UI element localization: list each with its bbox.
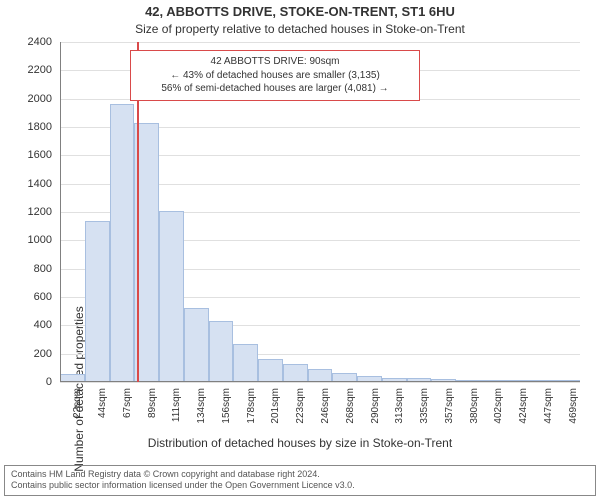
y-tick-label: 600 xyxy=(12,291,52,303)
x-tick-label: 469sqm xyxy=(568,388,579,424)
histogram-bar xyxy=(283,364,308,382)
y-tick-label: 400 xyxy=(12,319,52,331)
gridline xyxy=(60,382,580,383)
y-tick-label: 1600 xyxy=(12,149,52,161)
y-tick-label: 2200 xyxy=(12,64,52,76)
x-tick-label: 223sqm xyxy=(295,388,306,424)
histogram-bar xyxy=(85,221,110,383)
histogram-bar xyxy=(233,344,258,382)
histogram-bar xyxy=(184,308,209,382)
histogram-bar xyxy=(209,321,234,382)
plot-area: 42 ABBOTTS DRIVE: 90sqm← 43% of detached… xyxy=(60,42,580,382)
y-tick-label: 1000 xyxy=(12,234,52,246)
histogram-bar xyxy=(159,211,184,382)
x-tick-label: 134sqm xyxy=(196,388,207,424)
histogram-bar xyxy=(258,359,283,382)
x-tick-label: 335sqm xyxy=(419,388,430,424)
y-tick-label: 0 xyxy=(12,376,52,388)
x-tick-label: 424sqm xyxy=(518,388,529,424)
annotation-line: ← 43% of detached houses are smaller (3,… xyxy=(137,69,413,83)
y-tick-label: 800 xyxy=(12,263,52,275)
x-tick-label: 246sqm xyxy=(320,388,331,424)
y-tick-label: 1800 xyxy=(12,121,52,133)
y-tick-label: 2400 xyxy=(12,36,52,48)
x-tick-label: 313sqm xyxy=(394,388,405,424)
x-axis-title: Distribution of detached houses by size … xyxy=(0,436,600,450)
chart-title-main: 42, ABBOTTS DRIVE, STOKE-ON-TRENT, ST1 6… xyxy=(0,4,600,19)
footer-attribution: Contains HM Land Registry data © Crown c… xyxy=(4,465,596,496)
x-tick-label: 201sqm xyxy=(270,388,281,424)
x-tick-label: 22sqm xyxy=(72,388,83,418)
annotation-box: 42 ABBOTTS DRIVE: 90sqm← 43% of detached… xyxy=(130,50,420,101)
x-tick-label: 156sqm xyxy=(221,388,232,424)
footer-line-1: Contains HM Land Registry data © Crown c… xyxy=(11,469,589,481)
x-tick-label: 89sqm xyxy=(147,388,158,418)
y-tick-label: 2000 xyxy=(12,93,52,105)
x-tick-label: 268sqm xyxy=(345,388,356,424)
x-tick-label: 402sqm xyxy=(493,388,504,424)
annotation-line: 56% of semi-detached houses are larger (… xyxy=(137,82,413,96)
histogram-bar xyxy=(110,104,135,382)
x-tick-label: 447sqm xyxy=(543,388,554,424)
x-tick-label: 178sqm xyxy=(246,388,257,424)
annotation-line: 42 ABBOTTS DRIVE: 90sqm xyxy=(137,55,413,69)
x-tick-label: 290sqm xyxy=(370,388,381,424)
y-tick-label: 200 xyxy=(12,348,52,360)
x-tick-label: 111sqm xyxy=(171,388,182,422)
y-tick-label: 1400 xyxy=(12,178,52,190)
x-tick-label: 67sqm xyxy=(122,388,133,418)
chart-title-sub: Size of property relative to detached ho… xyxy=(0,22,600,36)
x-tick-label: 44sqm xyxy=(97,388,108,418)
x-tick-label: 357sqm xyxy=(444,388,455,424)
y-tick-label: 1200 xyxy=(12,206,52,218)
chart-container: 42, ABBOTTS DRIVE, STOKE-ON-TRENT, ST1 6… xyxy=(0,0,600,500)
footer-line-2: Contains public sector information licen… xyxy=(11,480,589,492)
x-tick-label: 380sqm xyxy=(469,388,480,424)
axis-line xyxy=(60,42,61,382)
